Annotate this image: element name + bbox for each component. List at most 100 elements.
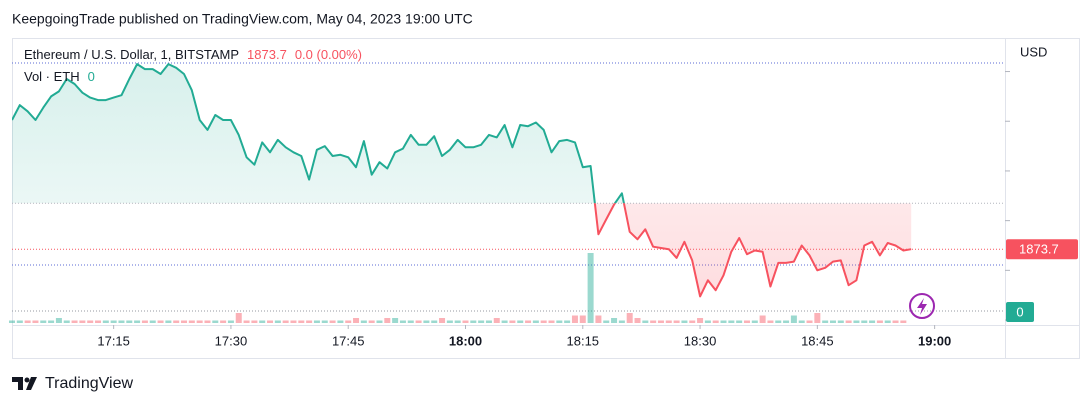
volume-bar [595,315,602,323]
volume-bar [9,320,15,323]
volume-bar [173,320,180,323]
volume-bar [212,320,219,323]
volume-bar [618,320,625,323]
volume-bar [657,320,664,323]
volume-bar [665,320,672,323]
volume-bar [517,320,524,323]
volume-bar [329,320,336,323]
volume-bar [540,320,547,323]
volume-bar [165,320,172,323]
volume-bar [525,320,532,323]
volume-bar [157,320,164,323]
volume-bar [798,320,805,323]
price-line-up [12,63,625,204]
volume-bar [188,320,195,323]
volume-bar [509,320,516,323]
volume-bar [353,318,360,323]
volume-bar [603,320,610,323]
volume-bar [728,320,735,323]
volume-bar [63,320,70,323]
area-down [594,203,912,297]
volume-bar [95,320,102,323]
volume-tag [1006,302,1034,322]
volume-tag-label: 0 [1016,304,1023,319]
x-tick-label: 18:30 [684,333,717,348]
volume-bar [384,318,391,323]
volume-bar [900,320,907,323]
volume-bar [32,320,39,323]
volume-bar [767,320,774,323]
volume-bar [829,320,836,323]
alert-icon[interactable] [909,293,935,319]
volume-bar [579,315,586,323]
volume-bar [814,313,821,323]
volume-bar [548,320,555,323]
volume-bar [40,320,47,323]
volume-bar [415,320,422,323]
x-tick-label: 17:30 [215,333,248,348]
volume-bar [611,318,618,323]
volume-bar [220,320,227,323]
volume-bar [392,318,399,323]
volume-bar [259,320,266,323]
volume-bar [267,320,274,323]
y-tick-label: 1884.0 [1019,113,1059,128]
volume-bar [501,320,508,323]
volume-bar [720,320,727,323]
volume-bar [368,320,375,323]
x-tick-label: 18:45 [801,333,834,348]
volume-bar [376,320,383,323]
volume-bar [16,320,23,323]
volume-bar [681,320,688,323]
published-by: KeepgoingTrade published on TradingView.… [12,11,473,27]
volume-bar [650,320,657,323]
volume-bar [783,320,790,323]
volume-bar [407,320,414,323]
volume-bar [478,320,485,323]
volume-bar [462,320,469,323]
volume-bar [235,313,242,323]
volume-bar [532,320,539,323]
x-tick-label: 18:00 [449,333,482,348]
volume-bar [869,320,876,323]
volume-bar [853,320,860,323]
x-tick-label: 18:15 [567,333,600,348]
volume-bar [102,320,109,323]
volume-bar [439,318,446,323]
legend-symbol: Ethereum / U.S. Dollar, 1, BITSTAMP 1873.… [24,47,362,62]
volume-bar [626,313,633,323]
volume-bar [493,318,500,323]
volume-bar [689,320,696,323]
volume-bar [274,320,281,323]
volume-bar [321,320,328,323]
y-tick-label: 1888.0 [1019,63,1059,78]
symbol: Ethereum / U.S. Dollar, 1, BITSTAMP [24,47,239,62]
volume-bar [298,320,305,323]
volume-bar [24,320,31,323]
volume-bar [227,320,234,323]
volume-bar [806,320,813,323]
volume-bar [118,320,125,323]
volume-bar [337,320,344,323]
volume-bar [673,320,680,323]
volume-bar [837,320,844,323]
volume-bar [134,320,141,323]
volume-bar [181,320,188,323]
area-up [12,64,912,204]
volume-bar [736,320,743,323]
volume-last: 0 [88,69,95,84]
volume-bar [282,320,289,323]
volume-bar [642,320,649,323]
volume-bar [876,320,883,323]
volume-label: Vol · ETH [24,69,80,84]
volume-bar [423,320,430,323]
volume-bar [712,320,719,323]
volume-bar [892,320,899,323]
volume-bar [196,320,203,323]
volume-bar [204,320,211,323]
legend-volume: Vol · ETH 0 [24,69,95,84]
volume-bar [556,320,563,323]
volume-bar [141,320,148,323]
volume-bar [587,253,594,323]
